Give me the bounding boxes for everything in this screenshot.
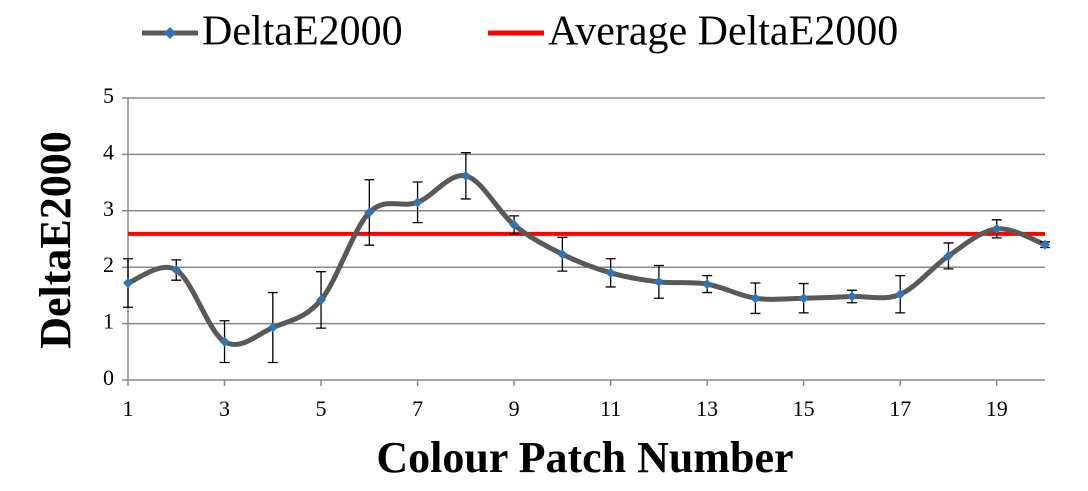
marker <box>460 170 471 181</box>
y-tick-label: 0 <box>103 365 114 390</box>
marker <box>171 265 182 276</box>
marker <box>412 197 423 208</box>
marker <box>846 291 857 302</box>
x-tick-label: 11 <box>600 396 621 421</box>
marker <box>702 279 713 290</box>
x-tick-label: 3 <box>219 396 230 421</box>
y-tick-label: 2 <box>103 252 114 277</box>
x-tick-label: 9 <box>509 396 520 421</box>
marker <box>653 276 664 287</box>
marker <box>557 249 568 260</box>
y-tick-label: 1 <box>103 309 114 334</box>
x-tick-label: 7 <box>412 396 423 421</box>
marker <box>364 207 375 218</box>
legend-label: DeltaE2000 <box>202 9 403 55</box>
x-tick-label: 1 <box>123 396 134 421</box>
marker <box>991 223 1002 234</box>
marker <box>1040 239 1050 250</box>
y-tick-label: 3 <box>103 196 114 221</box>
marker <box>750 293 761 304</box>
y-axis-label: DeltaE2000 <box>31 131 80 349</box>
marker <box>316 294 327 305</box>
marker <box>605 267 616 278</box>
legend-label: Average DeltaE2000 <box>548 9 898 55</box>
line <box>127 173 1046 347</box>
y-tick-label: 4 <box>103 139 114 164</box>
marker <box>267 322 278 333</box>
x-tick-label: 19 <box>986 396 1008 421</box>
x-tick-label: 13 <box>696 396 718 421</box>
marker <box>219 336 230 347</box>
x-axis-label: Colour Patch Number <box>376 433 793 482</box>
marker <box>943 250 954 261</box>
marker <box>509 219 520 230</box>
legend-marker <box>164 27 176 39</box>
y-tick-label: 5 <box>103 83 114 108</box>
x-tick-label: 17 <box>889 396 911 421</box>
marker <box>123 277 133 288</box>
marker <box>798 293 809 304</box>
marker <box>895 289 906 300</box>
x-tick-label: 15 <box>793 396 815 421</box>
x-tick-label: 5 <box>316 396 327 421</box>
